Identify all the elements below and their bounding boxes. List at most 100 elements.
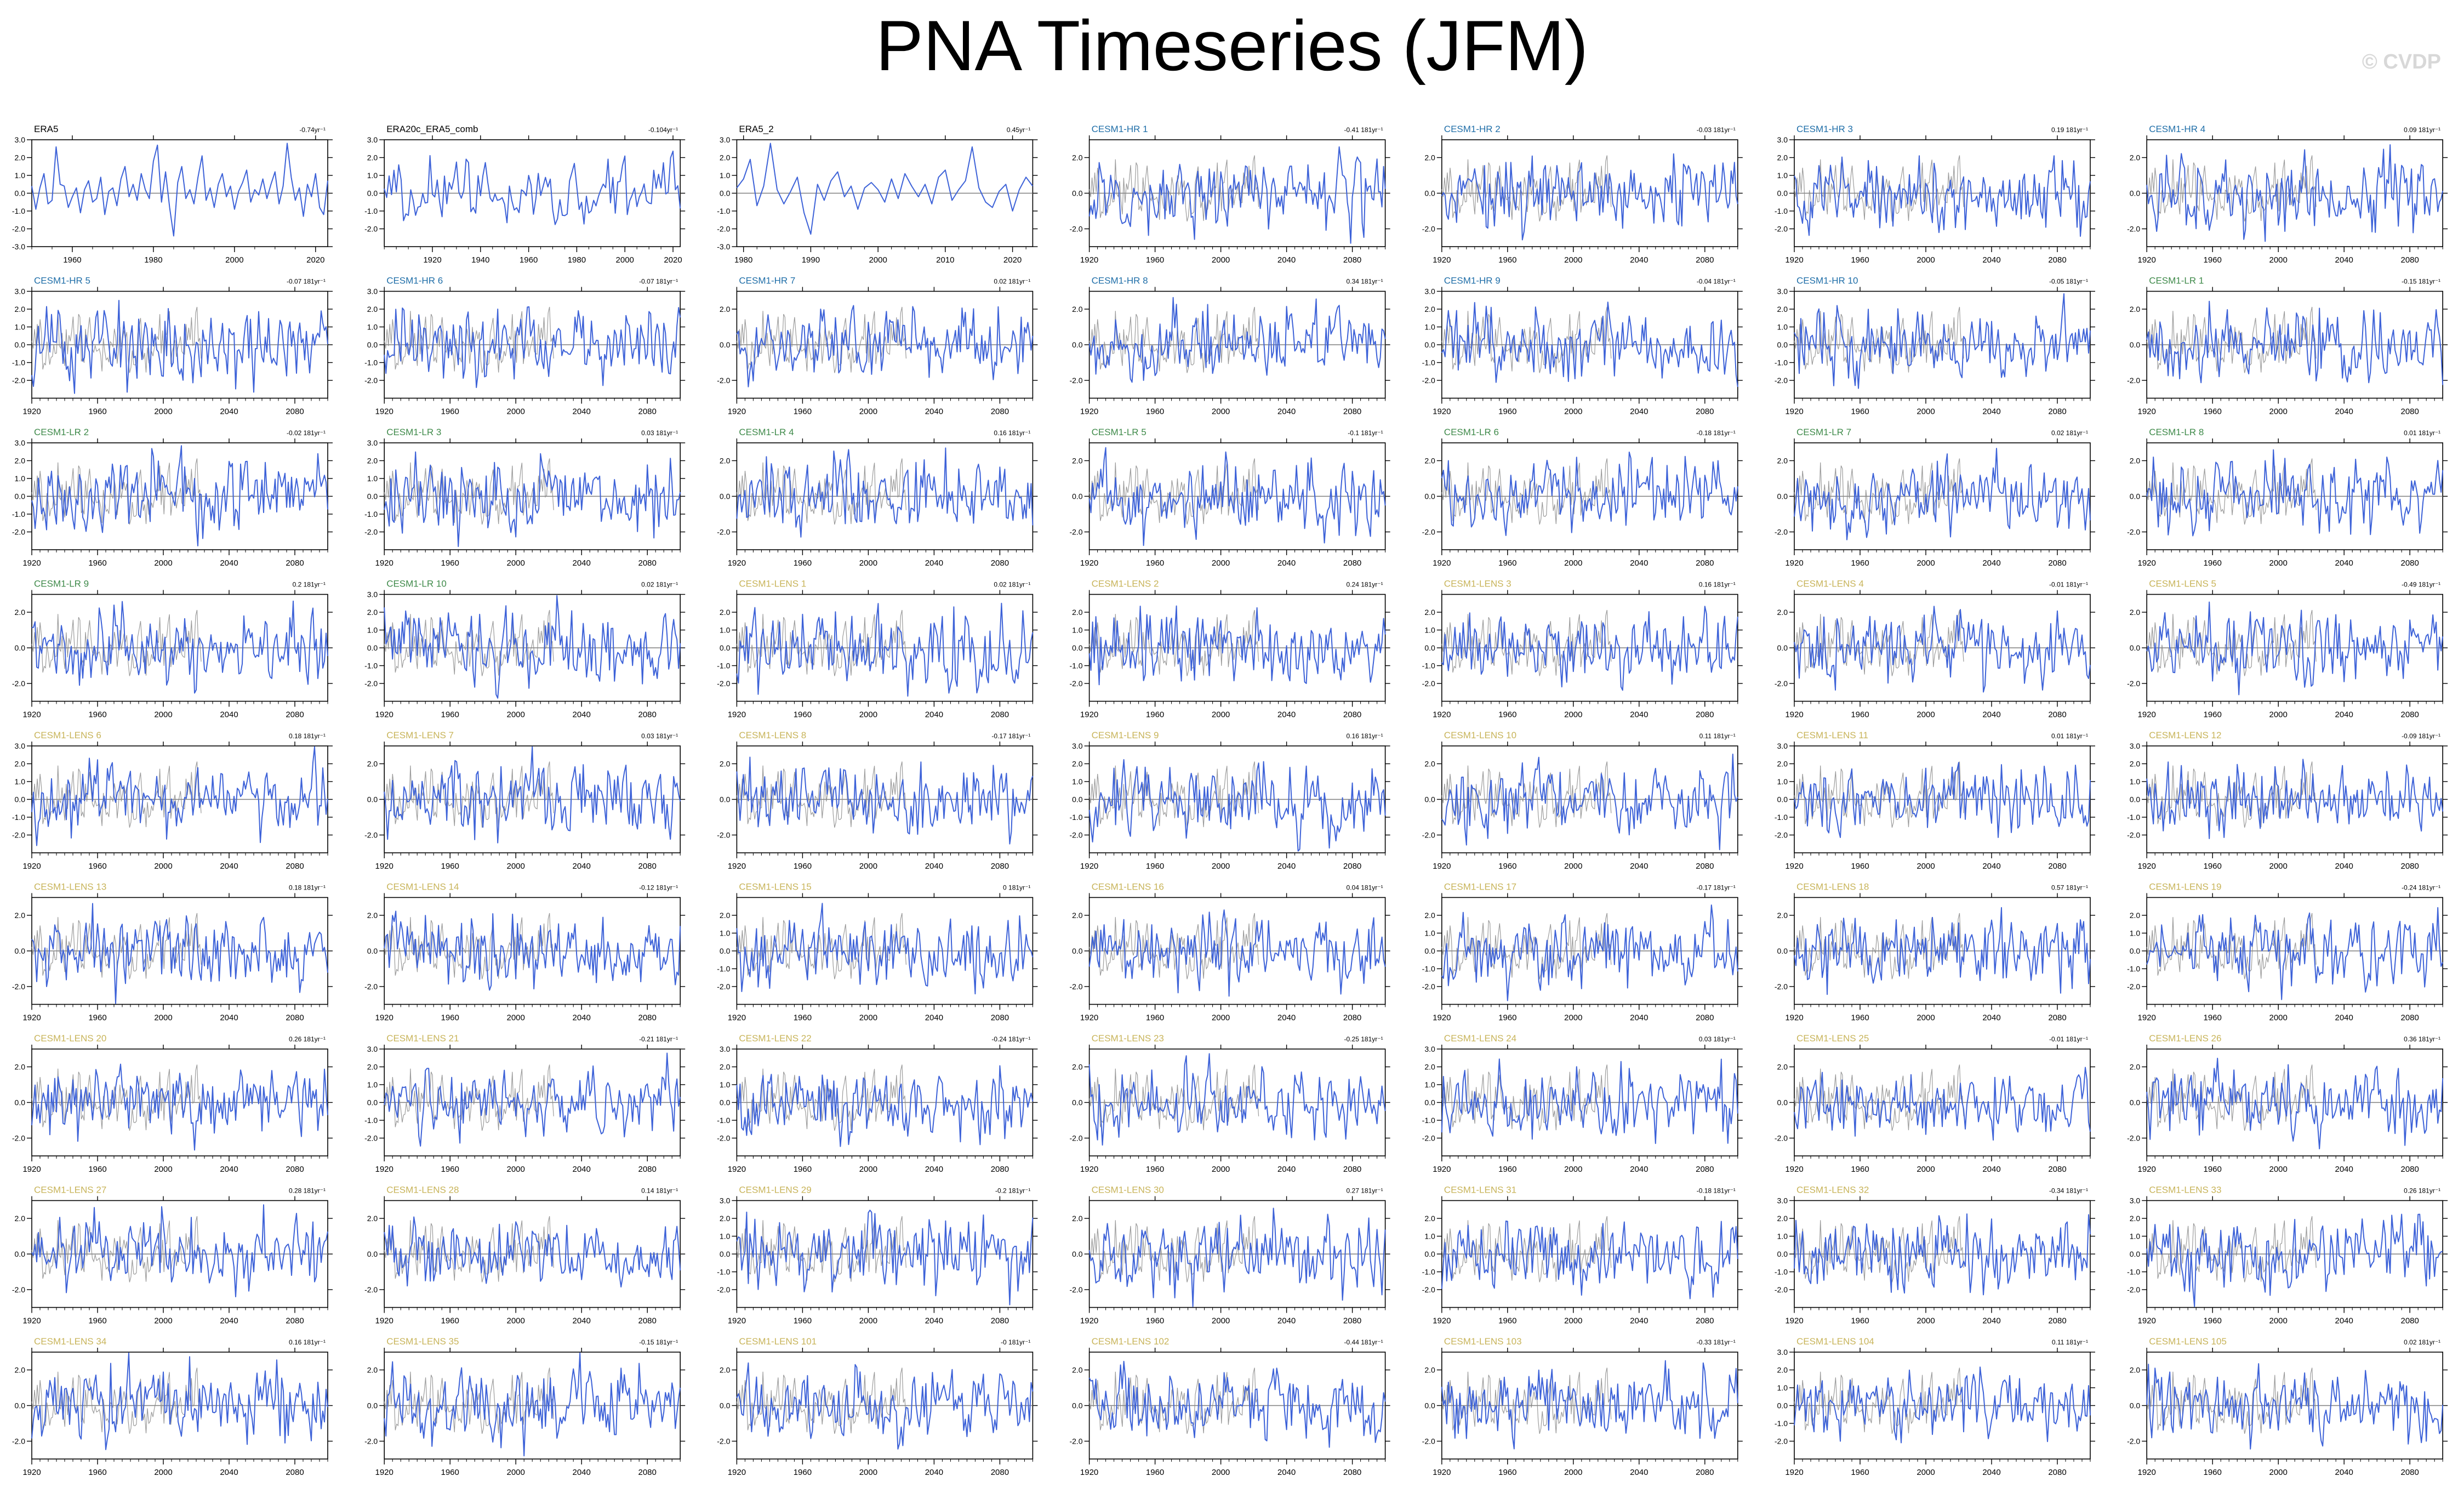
chart-panel: CESM1-LENS 10 0.11 181yr⁻¹ -2.0 0.0 2.0 1920 1… [1422,730,1743,871]
y-tick-label: 1.0 [15,171,26,180]
page-title: PNA Timeseries (JFM) [875,5,1589,86]
x-tick-label: 2040 [1277,558,1296,568]
y-tick-label: 2.0 [1777,305,1788,314]
y-tick-label: 2.0 [720,1063,731,1071]
x-tick-label: 2080 [1696,710,1714,720]
y-tick-label: 1.0 [367,323,378,332]
x-tick-label: 1960 [441,558,459,568]
x-tick-label: 1960 [1498,1316,1516,1326]
x-tick-label: 1960 [1498,710,1516,720]
x-tick-label: 1990 [802,255,820,265]
y-tick-label: -1.0 [2127,813,2140,822]
panel-title: CESM1-LENS 18 [1796,882,1869,892]
trend-label: -0.44 181yr⁻¹ [1344,1338,1383,1346]
panel-title: CESM1-HR 7 [739,276,795,286]
y-tick-label: 0.0 [2130,795,2141,804]
x-tick-label: 1920 [22,1165,41,1174]
trend-label: -0.24 181yr⁻¹ [2402,884,2440,892]
x-tick-label: 2040 [573,1316,591,1326]
chart-panel: CESM1-LR 10 0.02 181yr⁻¹ -2.0 -1.0 0.0 1.0 2.0… [364,579,686,720]
y-tick-label: -2.0 [12,831,25,840]
panel-title: CESM1-HR 1 [1092,124,1148,134]
y-tick-label: -2.0 [12,376,25,385]
panel-title: CESM1-LENS 103 [1444,1336,1522,1347]
chart-panel: CESM1-LENS 22 -0.24 181yr⁻¹ -2.0 -1.0 0.0 1.0… [717,1033,1038,1174]
x-tick-label: 1960 [1498,558,1516,568]
x-tick-label: 2000 [1212,255,1230,265]
series-line [31,1352,328,1450]
x-tick-label: 1960 [1851,558,1869,568]
series-line [384,1352,681,1457]
y-tick-label: 0.0 [1424,795,1435,804]
trend-label: 0.36 181yr⁻¹ [2404,1035,2440,1043]
x-tick-label: 2040 [1630,255,1648,265]
obs-overlay-line [736,1367,906,1434]
y-tick-label: 0.0 [1424,340,1435,349]
x-tick-label: 1920 [1433,255,1451,265]
x-tick-label: 2000 [154,1013,172,1023]
y-tick-label: 1.0 [1424,1080,1435,1089]
chart-panel: CESM1-LENS 29 -0.2 181yr⁻¹ -2.0 -1.0 0.0 1.0 2… [717,1185,1038,1326]
x-tick-label: 1960 [88,1013,106,1023]
y-tick-label: -2.0 [12,528,25,537]
x-tick-label: 2080 [1343,255,1361,265]
y-tick-label: -2.0 [717,679,730,688]
y-tick-label: -1.0 [717,1116,730,1125]
cvdp-watermark: © CVDP [2362,50,2441,73]
x-tick-label: 1920 [2138,1013,2156,1023]
x-tick-label: 2020 [1003,255,1022,265]
series-line [1088,297,1386,383]
trend-label: 0.02 181yr⁻¹ [2051,429,2088,437]
x-tick-label: 1960 [88,1165,106,1174]
x-tick-label: 1920 [22,1316,41,1326]
x-tick-label: 1920 [728,1013,746,1023]
series-line [384,306,681,388]
panel-title: CESM1-LENS 9 [1092,730,1159,740]
x-tick-label: 2000 [1212,1316,1230,1326]
x-tick-label: 2080 [991,1468,1009,1477]
y-tick-label: 1.0 [15,474,26,483]
x-tick-label: 2080 [1696,407,1714,417]
series-line [384,1216,681,1288]
x-tick-label: 1980 [734,255,752,265]
x-tick-label: 2040 [1630,558,1648,568]
x-tick-label: 2080 [638,1013,657,1023]
x-tick-label: 2040 [1277,1316,1296,1326]
panel-title: CESM1-LENS 17 [1444,882,1516,892]
x-tick-label: 1960 [794,710,812,720]
y-tick-label: -1.0 [1775,813,1788,822]
chart-panel: CESM1-LENS 32 -0.34 181yr⁻¹ -2.0 -1.0 0.0 1.0… [1775,1185,2095,1326]
y-tick-label: -2.0 [717,376,730,385]
obs-overlay-line [31,609,202,676]
series-line [2146,1363,2444,1450]
y-tick-label: 2.0 [15,153,26,162]
panel-title: CESM1-LENS 10 [1444,730,1516,740]
panel-title: CESM1-HR 10 [1796,276,1858,286]
y-tick-label: 2.0 [720,1214,731,1223]
y-tick-label: 0.0 [720,189,731,198]
x-tick-label: 2040 [220,1013,238,1023]
trend-label: -0.104yr⁻¹ [648,126,678,134]
chart-panel: CESM1-LR 3 0.03 181yr⁻¹ -2.0 -1.0 0.0 1.0 2.0 3… [364,427,686,568]
x-tick-label: 2080 [2401,862,2419,871]
x-tick-label: 1920 [1433,558,1451,568]
x-tick-label: 2000 [1917,862,1935,871]
x-tick-label: 1920 [375,558,393,568]
x-tick-label: 2040 [220,558,238,568]
y-tick-label: 2.0 [367,305,378,314]
y-tick-label: -2.0 [1775,1285,1788,1294]
chart-panel: CESM1-HR 3 0.19 181yr⁻¹ -2.0 -1.0 0.0 1.0 2.0 3… [1775,124,2095,265]
x-tick-label: 1960 [1851,407,1869,417]
series-line [31,445,328,546]
y-tick-label: -2.0 [2127,528,2140,537]
y-tick-label: 3.0 [1072,742,1083,750]
x-tick-label: 2080 [991,710,1009,720]
y-tick-label: 0.0 [1777,340,1788,349]
y-tick-label: 1.0 [720,1080,731,1089]
y-tick-label: -2.0 [717,528,730,537]
y-tick-label: -2.0 [2127,982,2140,991]
chart-panel: CESM1-LENS 20 0.26 181yr⁻¹ -2.0 0.0 2.0 1920 1… [12,1033,333,1174]
trend-label: 0.16 181yr⁻¹ [1699,581,1736,589]
obs-overlay-line [2146,1367,2317,1434]
